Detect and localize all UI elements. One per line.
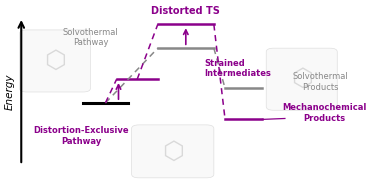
Text: Distorted TS: Distorted TS [151,6,220,16]
Text: Distortion-Exclusive
Pathway: Distortion-Exclusive Pathway [33,126,129,146]
Text: ⬡: ⬡ [162,139,184,163]
Text: Solvothermal
Pathway: Solvothermal Pathway [63,28,118,47]
FancyBboxPatch shape [266,48,337,110]
FancyBboxPatch shape [132,125,214,178]
Text: ⬡: ⬡ [291,67,313,91]
Text: Strained
Intermediates: Strained Intermediates [204,59,271,78]
FancyBboxPatch shape [19,30,90,92]
Text: Solvothermal
Products: Solvothermal Products [293,72,348,92]
Text: Energy: Energy [5,74,15,110]
Text: Mechanochemical
Products: Mechanochemical Products [282,103,366,123]
Text: ⬡: ⬡ [44,49,66,73]
